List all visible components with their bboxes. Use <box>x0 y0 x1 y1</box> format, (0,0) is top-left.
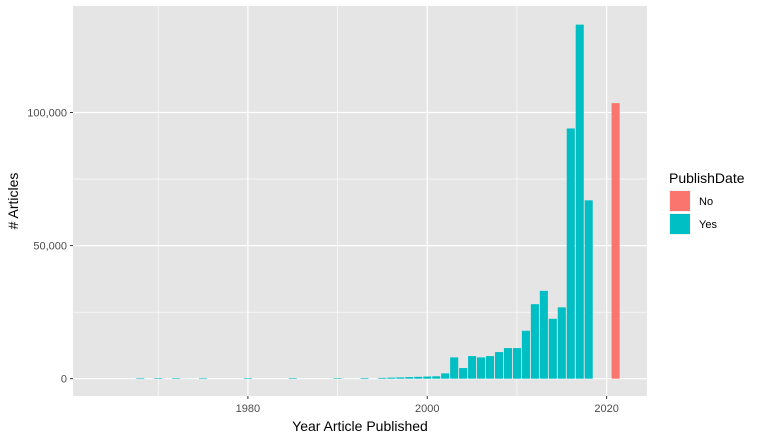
y-tick-label: 100,000 <box>27 107 67 119</box>
bar-yes-2000 <box>423 376 432 379</box>
legend-swatch-no <box>670 191 690 211</box>
bar-yes-2010 <box>512 348 521 379</box>
legend-label-yes: Yes <box>699 219 717 231</box>
bar-yes-2012 <box>530 304 539 379</box>
legend: PublishDate No Yes <box>669 170 745 235</box>
x-tick-label: 1980 <box>236 403 260 415</box>
bar-yes-2003 <box>450 357 459 379</box>
y-axis-title: # Articles <box>5 173 21 230</box>
x-axis-title: Year Article Published <box>292 418 428 434</box>
bar-yes-1975 <box>199 378 208 380</box>
y-tick-label: 0 <box>61 374 67 386</box>
bar-yes-2006 <box>477 357 486 379</box>
bar-yes-1985 <box>288 378 297 379</box>
x-tick-label: 2020 <box>594 403 618 415</box>
bar-no-2021 <box>611 103 620 379</box>
bar-yes-1968 <box>136 378 145 380</box>
bar-yes-1996 <box>387 377 396 379</box>
bar-yes-2009 <box>503 348 513 379</box>
bar-yes-2018 <box>584 200 593 379</box>
minor-gridlines <box>73 6 697 396</box>
bar-yes-2004 <box>459 368 468 379</box>
bars <box>136 24 620 380</box>
bar-yes-1990 <box>333 378 342 379</box>
legend-swatch-yes <box>670 214 690 234</box>
bar-yes-2002 <box>441 373 450 379</box>
bar-yes-2005 <box>468 356 477 379</box>
bar-yes-2008 <box>494 352 504 379</box>
y-tick-label: 50,000 <box>33 241 67 253</box>
x-axis-ticks: 1980 2000 2020 <box>236 396 619 415</box>
bar-yes-1999 <box>414 376 423 379</box>
bar-yes-1998 <box>405 377 414 379</box>
bar-yes-2001 <box>432 376 441 379</box>
bar-yes-1980 <box>243 378 252 379</box>
bar-yes-1997 <box>396 377 405 379</box>
legend-label-no: No <box>699 196 713 208</box>
bar-yes-2013 <box>539 290 548 379</box>
bar-yes-2014 <box>548 318 557 379</box>
bar-yes-1993 <box>360 378 369 379</box>
bar-yes-2011 <box>521 330 530 379</box>
x-tick-label: 2000 <box>415 403 439 415</box>
bar-yes-1995 <box>378 377 387 379</box>
bar-yes-1972 <box>172 378 181 380</box>
bar-yes-2016 <box>566 128 575 379</box>
bar-yes-2015 <box>557 307 566 379</box>
bar-yes-2017 <box>575 24 584 379</box>
y-axis-ticks: 0 50,000 100,000 <box>27 107 73 386</box>
bar-yes-2007 <box>486 356 495 379</box>
legend-title: PublishDate <box>669 170 745 186</box>
bar-yes-1970 <box>154 378 163 379</box>
